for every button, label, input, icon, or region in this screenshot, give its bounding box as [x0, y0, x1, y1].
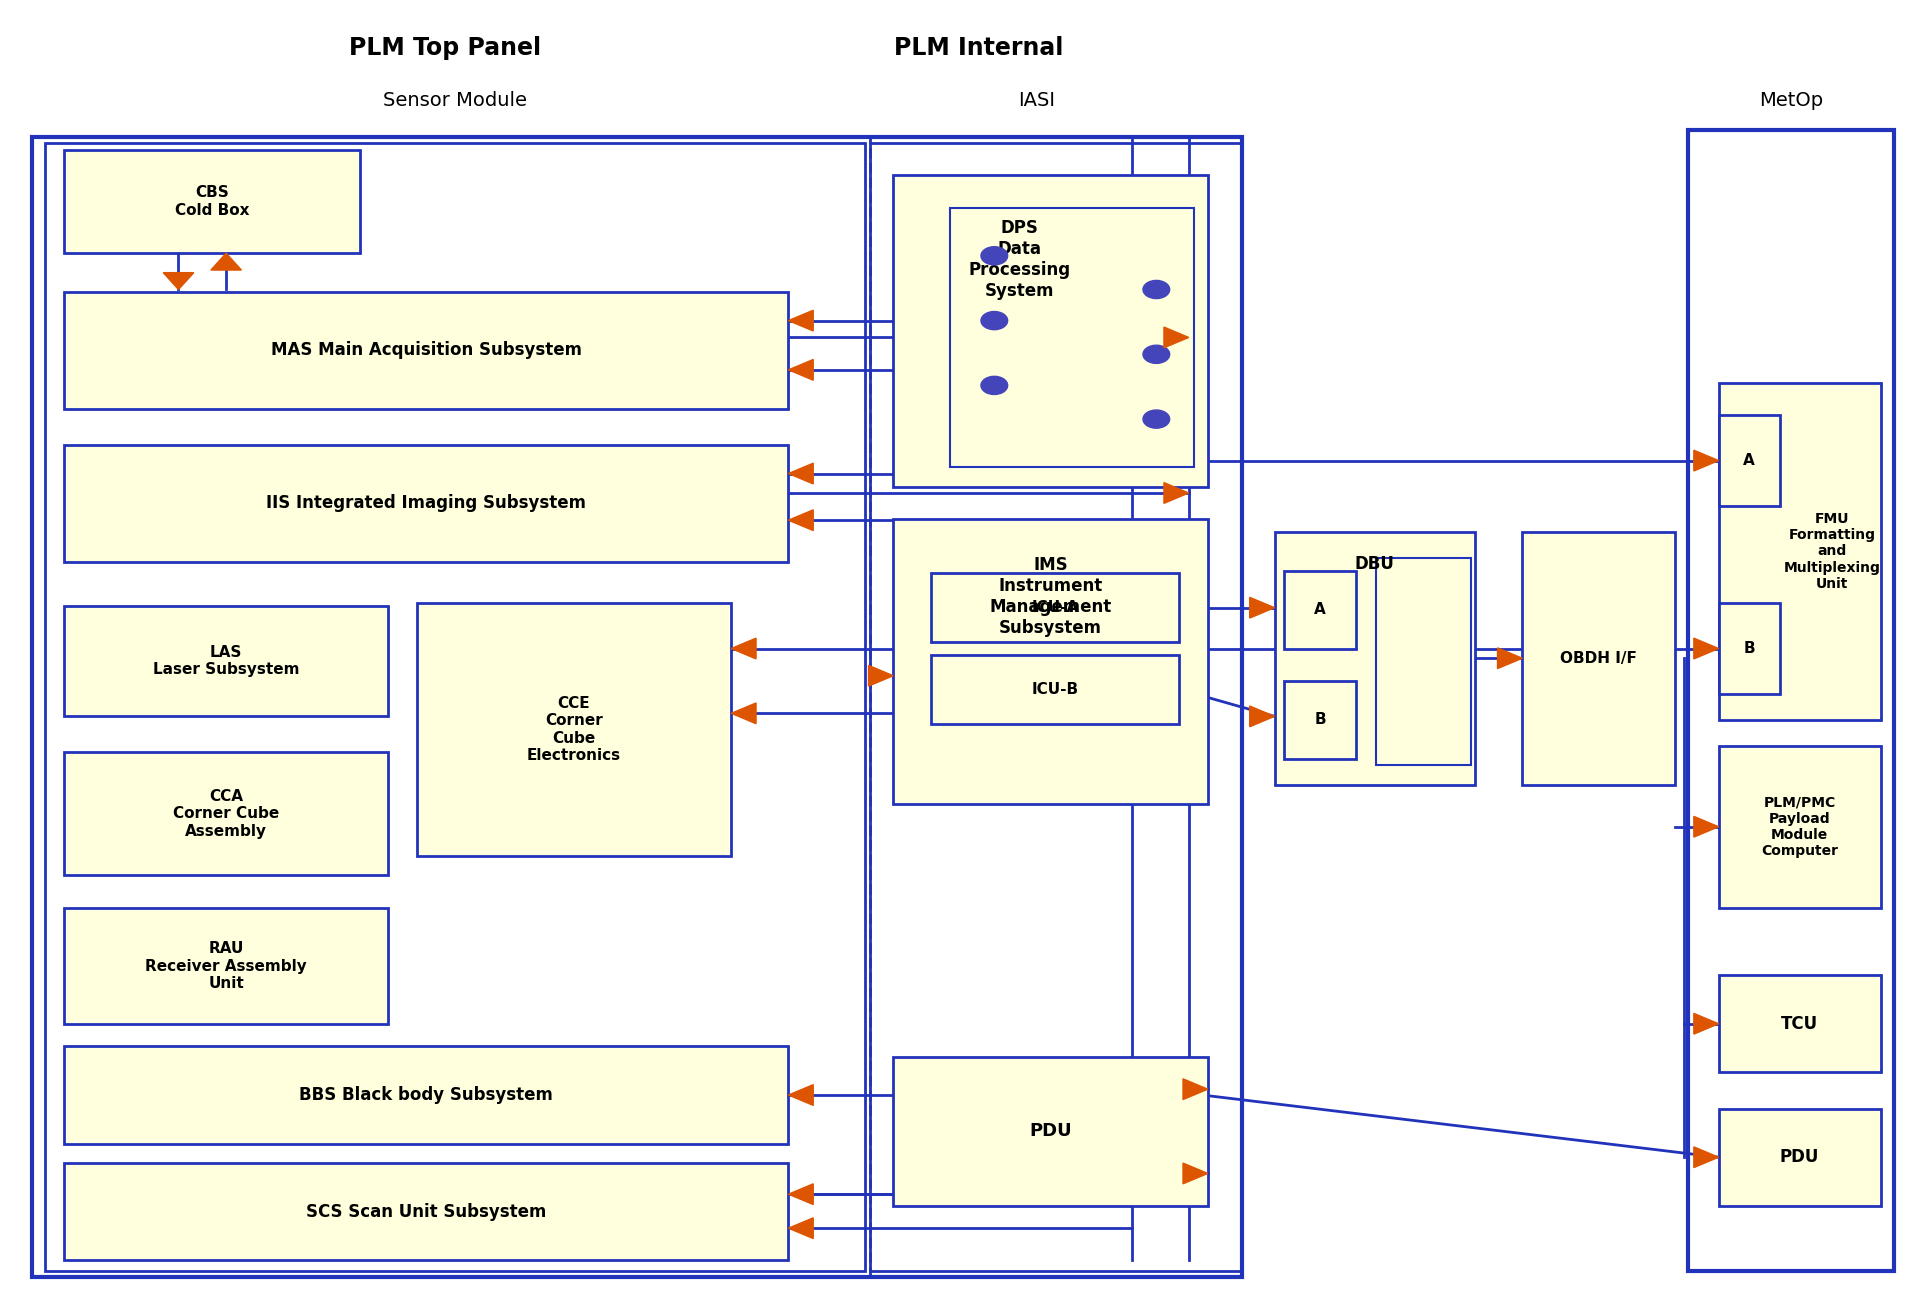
- Bar: [63, 752, 388, 875]
- Polygon shape: [1693, 638, 1718, 659]
- Polygon shape: [1164, 328, 1188, 348]
- Polygon shape: [789, 1184, 814, 1205]
- Bar: [1718, 1108, 1882, 1205]
- Text: IIS Integrated Imaging Subsystem: IIS Integrated Imaging Subsystem: [267, 494, 586, 512]
- Text: Sensor Module: Sensor Module: [382, 90, 526, 110]
- Bar: [63, 445, 789, 562]
- Polygon shape: [789, 1085, 814, 1106]
- Bar: [417, 603, 732, 855]
- Bar: [931, 574, 1179, 642]
- Text: ICU-A: ICU-A: [1031, 600, 1079, 616]
- Polygon shape: [789, 359, 814, 380]
- Polygon shape: [789, 310, 814, 331]
- Polygon shape: [1250, 597, 1275, 618]
- Polygon shape: [1164, 482, 1188, 503]
- Bar: [1718, 975, 1882, 1073]
- Text: A: A: [1315, 603, 1327, 617]
- Text: PDU: PDU: [1029, 1123, 1071, 1140]
- Polygon shape: [732, 703, 756, 723]
- Bar: [893, 519, 1208, 804]
- Text: CCA
Corner Cube
Assembly: CCA Corner Cube Assembly: [173, 789, 278, 838]
- Bar: [63, 1163, 789, 1260]
- Bar: [870, 143, 1242, 1271]
- Polygon shape: [1693, 1146, 1718, 1167]
- Bar: [1375, 558, 1471, 765]
- Text: A: A: [1743, 453, 1755, 468]
- Polygon shape: [1693, 451, 1718, 472]
- Text: PLM/PMC
Payload
Module
Computer: PLM/PMC Payload Module Computer: [1761, 795, 1837, 858]
- Bar: [1718, 415, 1780, 506]
- Polygon shape: [211, 253, 242, 270]
- Bar: [893, 1057, 1208, 1205]
- Text: IASI: IASI: [1018, 90, 1054, 110]
- Text: B: B: [1743, 641, 1755, 656]
- Text: CCE
Corner
Cube
Electronics: CCE Corner Cube Electronics: [526, 696, 620, 764]
- Text: SCS Scan Unit Subsystem: SCS Scan Unit Subsystem: [305, 1203, 547, 1221]
- Text: CBS
Cold Box: CBS Cold Box: [175, 185, 250, 217]
- Bar: [1718, 745, 1882, 908]
- Bar: [33, 136, 1242, 1277]
- Bar: [931, 655, 1179, 723]
- Bar: [63, 605, 388, 717]
- Text: PDU: PDU: [1780, 1149, 1820, 1166]
- Circle shape: [1142, 280, 1169, 299]
- Polygon shape: [789, 464, 814, 483]
- Polygon shape: [1498, 648, 1523, 668]
- Polygon shape: [868, 665, 893, 686]
- Polygon shape: [789, 1218, 814, 1238]
- Bar: [1718, 383, 1882, 719]
- Text: OBDH I/F: OBDH I/F: [1561, 651, 1638, 665]
- Bar: [1284, 571, 1356, 648]
- Bar: [1718, 603, 1780, 694]
- Bar: [1275, 532, 1475, 785]
- Text: PLM Internal: PLM Internal: [895, 37, 1064, 60]
- Polygon shape: [163, 272, 194, 290]
- Circle shape: [981, 312, 1008, 330]
- Text: RAU
Receiver Assembly
Unit: RAU Receiver Assembly Unit: [146, 941, 307, 990]
- Text: DPS
Data
Processing
System: DPS Data Processing System: [968, 220, 1069, 300]
- Bar: [63, 149, 359, 253]
- Polygon shape: [1183, 1163, 1208, 1184]
- Text: PLM Top Panel: PLM Top Panel: [349, 37, 541, 60]
- Bar: [1284, 681, 1356, 758]
- Bar: [63, 1047, 789, 1144]
- Text: DBU: DBU: [1356, 555, 1394, 574]
- Circle shape: [981, 376, 1008, 394]
- Polygon shape: [789, 510, 814, 531]
- Polygon shape: [732, 638, 756, 659]
- Bar: [44, 143, 864, 1271]
- Text: BBS Black body Subsystem: BBS Black body Subsystem: [300, 1086, 553, 1104]
- Circle shape: [1142, 410, 1169, 428]
- Bar: [63, 292, 789, 409]
- Text: MAS Main Acquisition Subsystem: MAS Main Acquisition Subsystem: [271, 342, 582, 359]
- Polygon shape: [1693, 1014, 1718, 1034]
- Polygon shape: [1250, 706, 1275, 727]
- Text: TCU: TCU: [1782, 1015, 1818, 1032]
- Bar: [63, 908, 388, 1024]
- Circle shape: [1142, 346, 1169, 363]
- Text: MetOp: MetOp: [1759, 90, 1824, 110]
- Polygon shape: [1183, 1079, 1208, 1099]
- Text: FMU
Formatting
and
Multiplexing
Unit: FMU Formatting and Multiplexing Unit: [1784, 512, 1880, 591]
- Bar: [950, 208, 1194, 468]
- Bar: [893, 176, 1208, 486]
- Polygon shape: [1693, 816, 1718, 837]
- Text: ICU-B: ICU-B: [1031, 681, 1079, 697]
- Circle shape: [981, 246, 1008, 265]
- Text: LAS
Laser Subsystem: LAS Laser Subsystem: [154, 645, 300, 677]
- Text: B: B: [1315, 713, 1327, 727]
- Bar: [1688, 130, 1893, 1271]
- Text: IMS
Instrument
Management
Subsystem: IMS Instrument Management Subsystem: [989, 557, 1112, 637]
- Bar: [1523, 532, 1674, 785]
